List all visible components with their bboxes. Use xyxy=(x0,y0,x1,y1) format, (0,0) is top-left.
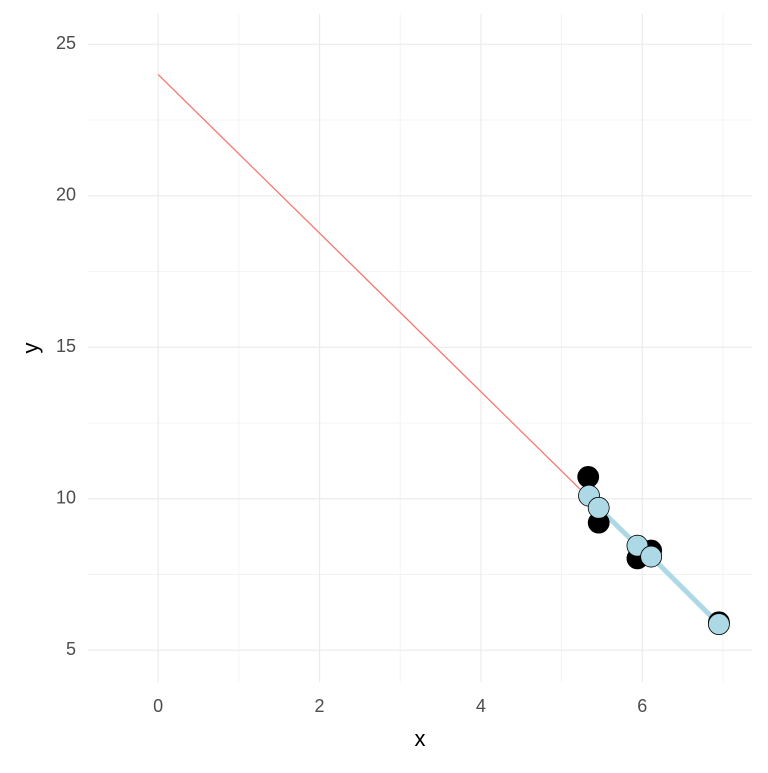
point xyxy=(587,496,610,519)
y-tick-label: 15 xyxy=(56,336,76,356)
y-tick-label: 10 xyxy=(56,487,76,507)
y-tick-label: 20 xyxy=(56,185,76,205)
y-tick-label: 25 xyxy=(56,33,76,53)
x-tick-label: 2 xyxy=(315,696,325,716)
x-tick-label: 4 xyxy=(476,696,486,716)
x-axis-title: x xyxy=(415,726,426,751)
point xyxy=(708,613,730,636)
point xyxy=(640,545,663,568)
point xyxy=(577,466,600,488)
y-axis-title: y xyxy=(18,343,43,354)
line xyxy=(157,74,589,498)
x-tick-label: 0 xyxy=(153,696,163,716)
y-tick-label: 5 xyxy=(66,639,76,659)
x-tick-label: 6 xyxy=(637,696,647,716)
